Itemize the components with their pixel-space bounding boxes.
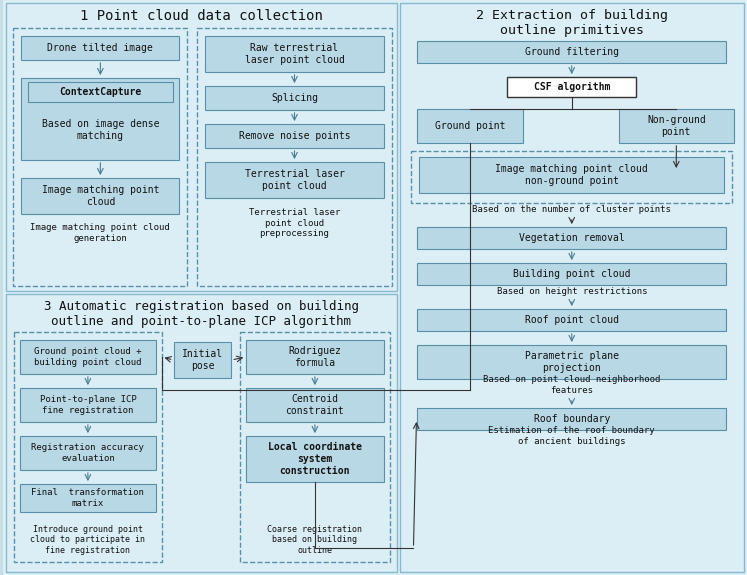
FancyBboxPatch shape — [21, 36, 179, 60]
Text: Splicing: Splicing — [271, 93, 318, 103]
FancyBboxPatch shape — [21, 178, 179, 214]
FancyBboxPatch shape — [247, 388, 384, 422]
Text: Introduce ground point
cloud to participate in
fine registration: Introduce ground point cloud to particip… — [31, 525, 146, 555]
FancyBboxPatch shape — [507, 77, 636, 97]
Text: Terrestrial laser
point cloud: Terrestrial laser point cloud — [244, 169, 344, 191]
FancyBboxPatch shape — [619, 109, 734, 143]
Text: CSF algorithm: CSF algorithm — [533, 82, 610, 92]
Text: Image matching point cloud
generation: Image matching point cloud generation — [31, 223, 170, 243]
Text: Building point cloud: Building point cloud — [513, 269, 630, 279]
FancyBboxPatch shape — [418, 227, 726, 249]
Text: Image matching point
cloud: Image matching point cloud — [42, 185, 159, 207]
Text: Point-to-plane ICP
fine registration: Point-to-plane ICP fine registration — [40, 395, 136, 415]
Text: Roof point cloud: Roof point cloud — [525, 315, 619, 325]
Text: Terrestrial laser
point cloud
preprocessing: Terrestrial laser point cloud preprocess… — [249, 208, 340, 238]
FancyBboxPatch shape — [20, 484, 155, 512]
Text: Based on height restrictions: Based on height restrictions — [497, 286, 647, 296]
FancyBboxPatch shape — [205, 162, 384, 198]
FancyBboxPatch shape — [28, 82, 173, 102]
Text: Final  transformation
matrix: Final transformation matrix — [31, 488, 144, 508]
Text: 2 Extraction of building
outline primitives: 2 Extraction of building outline primiti… — [476, 9, 668, 37]
FancyBboxPatch shape — [6, 294, 397, 572]
FancyBboxPatch shape — [20, 340, 155, 374]
Text: Coarse registration
based on building
outline: Coarse registration based on building ou… — [267, 525, 362, 555]
Text: Rodriguez
formula: Rodriguez formula — [288, 346, 341, 368]
FancyBboxPatch shape — [205, 86, 384, 110]
FancyBboxPatch shape — [20, 436, 155, 470]
Text: Estimation of the roof boundary
of ancient buildings: Estimation of the roof boundary of ancie… — [489, 426, 655, 446]
Text: Based on image dense
matching: Based on image dense matching — [42, 119, 159, 141]
Text: 3 Automatic registration based on building
outline and point-to-plane ICP algori: 3 Automatic registration based on buildi… — [44, 300, 359, 328]
FancyBboxPatch shape — [418, 345, 726, 379]
Text: Roof boundary: Roof boundary — [533, 414, 610, 424]
FancyBboxPatch shape — [205, 36, 384, 72]
FancyBboxPatch shape — [247, 436, 384, 482]
Text: Remove noise points: Remove noise points — [239, 131, 350, 141]
Text: 1 Point cloud data collection: 1 Point cloud data collection — [80, 9, 323, 23]
FancyBboxPatch shape — [418, 41, 726, 63]
Text: Based on the number of cluster points: Based on the number of cluster points — [472, 205, 672, 213]
FancyBboxPatch shape — [247, 340, 384, 374]
Text: Ground point: Ground point — [435, 121, 506, 131]
FancyBboxPatch shape — [205, 124, 384, 148]
Text: Registration accuracy
evaluation: Registration accuracy evaluation — [31, 443, 144, 463]
Text: Centroid
constraint: Centroid constraint — [285, 394, 344, 416]
Text: Ground point cloud +
building point cloud: Ground point cloud + building point clou… — [34, 347, 142, 367]
Text: Vegetation removal: Vegetation removal — [519, 233, 624, 243]
Text: Image matching point cloud
non-ground point: Image matching point cloud non-ground po… — [495, 164, 648, 186]
Text: Drone tilted image: Drone tilted image — [48, 43, 153, 53]
FancyBboxPatch shape — [3, 0, 747, 575]
FancyBboxPatch shape — [418, 309, 726, 331]
FancyBboxPatch shape — [21, 78, 179, 160]
FancyBboxPatch shape — [418, 109, 523, 143]
Text: Based on point cloud neighborhood
features: Based on point cloud neighborhood featur… — [483, 375, 660, 394]
FancyBboxPatch shape — [173, 342, 232, 378]
FancyBboxPatch shape — [6, 3, 397, 291]
FancyBboxPatch shape — [400, 3, 744, 572]
Text: Ground filtering: Ground filtering — [525, 47, 619, 57]
FancyBboxPatch shape — [420, 157, 724, 193]
Text: Raw terrestrial
laser point cloud: Raw terrestrial laser point cloud — [244, 43, 344, 65]
Text: Non-ground
point: Non-ground point — [647, 115, 706, 137]
Text: Initial
pose: Initial pose — [182, 349, 223, 371]
FancyBboxPatch shape — [20, 388, 155, 422]
Text: Parametric plane
projection: Parametric plane projection — [525, 351, 619, 373]
Text: Local coordinate
system
construction: Local coordinate system construction — [268, 442, 362, 476]
FancyBboxPatch shape — [418, 408, 726, 430]
Text: ContextCapture: ContextCapture — [59, 87, 141, 97]
FancyBboxPatch shape — [418, 263, 726, 285]
